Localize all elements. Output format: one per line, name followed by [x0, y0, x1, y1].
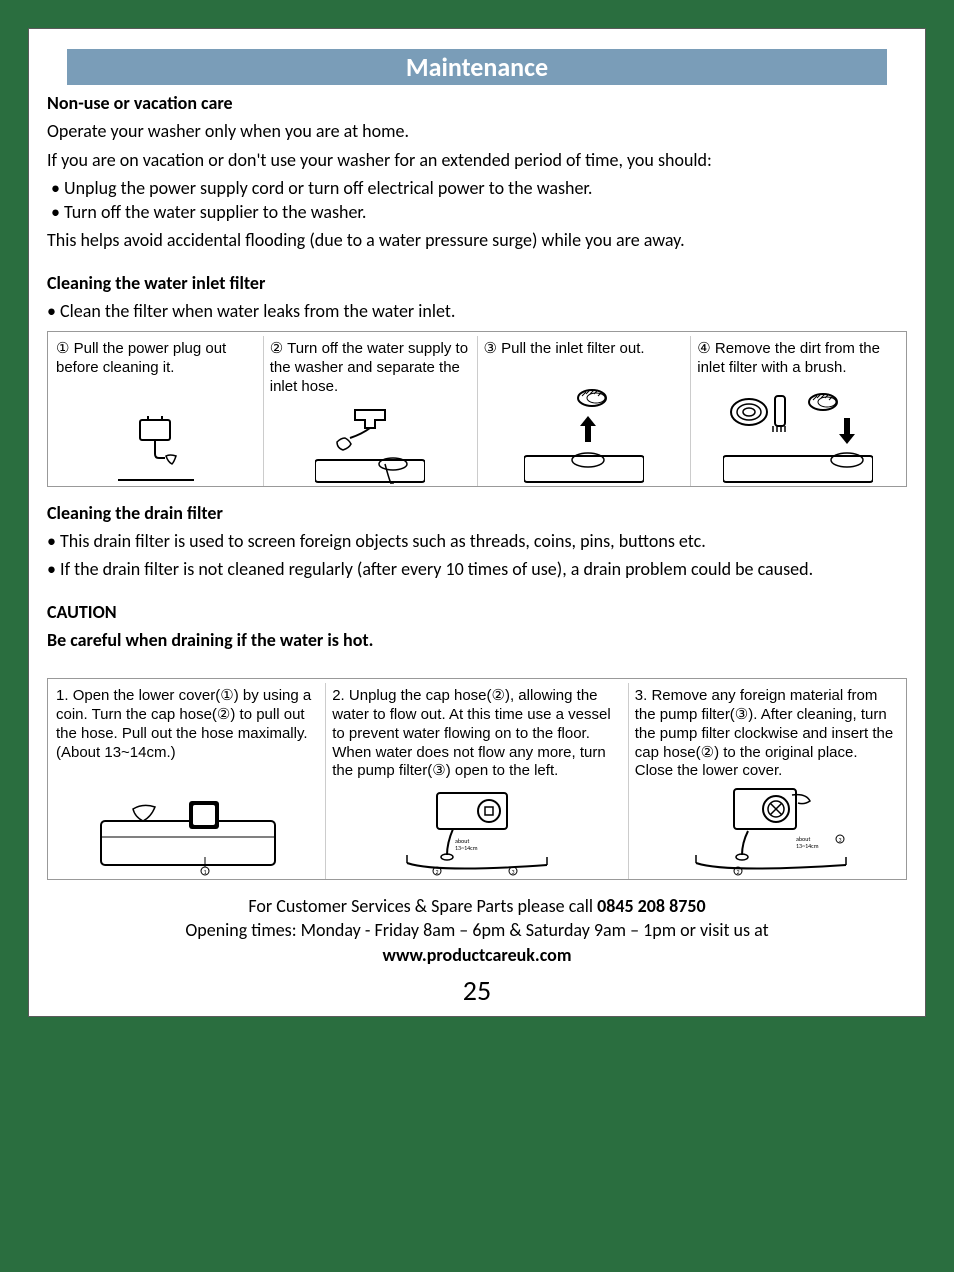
footer-line2: Opening times: Monday - Friday 8am – 6pm…: [185, 919, 768, 941]
inlet-step-4-text: ④ Remove the dirt from the inlet filter …: [697, 340, 898, 378]
inlet-step-1-text: ① Pull the power plug out before cleanin…: [56, 340, 257, 378]
footer-url: www.productcareuk.com: [382, 944, 571, 966]
inlet-step-3-text: ③ Pull the inlet filter out.: [484, 340, 685, 359]
drain-heading: Cleaning the drain filter: [47, 501, 907, 525]
inlet-step-2-text: ② Turn off the water supply to the washe…: [270, 340, 471, 396]
hose-separate-icon: [270, 397, 471, 484]
svg-text:2: 2: [435, 868, 438, 876]
svg-text:3: 3: [839, 836, 842, 844]
svg-text:2: 2: [737, 868, 740, 876]
brush-clean-icon: [697, 378, 898, 484]
inlet-section: Cleaning the water inlet filter • Clean …: [47, 271, 907, 487]
nonuse-bullet1: Unplug the power supply cord or turn off…: [47, 176, 907, 200]
footer-line1-pre: For Customer Services & Spare Parts plea…: [248, 895, 597, 917]
drain-step-1: 1. Open the lower cover(①) by using a co…: [50, 683, 326, 879]
page-number: 25: [47, 973, 907, 1008]
svg-text:13~14cm: 13~14cm: [796, 842, 819, 850]
drain-step-2: 2. Unplug the cap hose(②), allowing the …: [326, 683, 629, 879]
nonuse-heading: Non-use or vacation care: [47, 91, 907, 115]
inlet-step-3: ③ Pull the inlet filter out.: [478, 336, 692, 486]
drain-line1: • This drain filter is used to screen fo…: [47, 529, 907, 553]
drain-section: Cleaning the drain filter • This drain f…: [47, 501, 907, 582]
svg-text:13~14cm: 13~14cm: [455, 844, 478, 852]
caution-heading: CAUTION: [47, 600, 907, 624]
inlet-line1: • Clean the filter when water leaks from…: [47, 299, 907, 323]
nonuse-line2: If you are on vacation or don't use your…: [47, 148, 907, 172]
plug-icon: [56, 378, 257, 484]
drain-step-3-text: 3. Remove any foreign material from the …: [635, 687, 898, 781]
footer-phone: 0845 208 8750: [597, 895, 706, 917]
svg-text:1: 1: [203, 868, 206, 876]
replace-filter-icon: about 13~14cm 2 3: [635, 781, 898, 877]
nonuse-bullet2: Turn off the water supplier to the washe…: [47, 200, 907, 224]
section-title: Maintenance: [67, 49, 887, 85]
nonuse-section: Non-use or vacation care Operate your wa…: [47, 91, 907, 253]
drain-step-2-text: 2. Unplug the cap hose(②), allowing the …: [332, 687, 622, 781]
inlet-step-4: ④ Remove the dirt from the inlet filter …: [691, 336, 904, 486]
drain-diagram: 1. Open the lower cover(①) by using a co…: [47, 678, 907, 880]
unplug-cap-icon: about 13~14cm 2 3: [332, 781, 622, 877]
footer-block: For Customer Services & Spare Parts plea…: [47, 894, 907, 967]
open-cover-icon: 1: [56, 762, 319, 877]
nonuse-bullets: Unplug the power supply cord or turn off…: [47, 176, 907, 225]
drain-step-1-text: 1. Open the lower cover(①) by using a co…: [56, 687, 319, 762]
caution-section: CAUTION Be careful when draining if the …: [47, 600, 907, 653]
nonuse-line3: This helps avoid accidental flooding (du…: [47, 228, 907, 252]
svg-text:3: 3: [511, 868, 514, 876]
inlet-step-1: ① Pull the power plug out before cleanin…: [50, 336, 264, 486]
caution-line1: Be careful when draining if the water is…: [47, 628, 907, 652]
drain-line2: • If the drain filter is not cleaned reg…: [47, 557, 907, 581]
drain-step-3: 3. Remove any foreign material from the …: [629, 683, 904, 879]
inlet-step-2: ② Turn off the water supply to the washe…: [264, 336, 478, 486]
inlet-heading: Cleaning the water inlet filter: [47, 271, 907, 295]
inlet-diagram: ① Pull the power plug out before cleanin…: [47, 331, 907, 487]
nonuse-line1: Operate your washer only when you are at…: [47, 119, 907, 143]
filter-out-icon: [484, 359, 685, 484]
document-page: Maintenance Non-use or vacation care Ope…: [28, 28, 926, 1017]
